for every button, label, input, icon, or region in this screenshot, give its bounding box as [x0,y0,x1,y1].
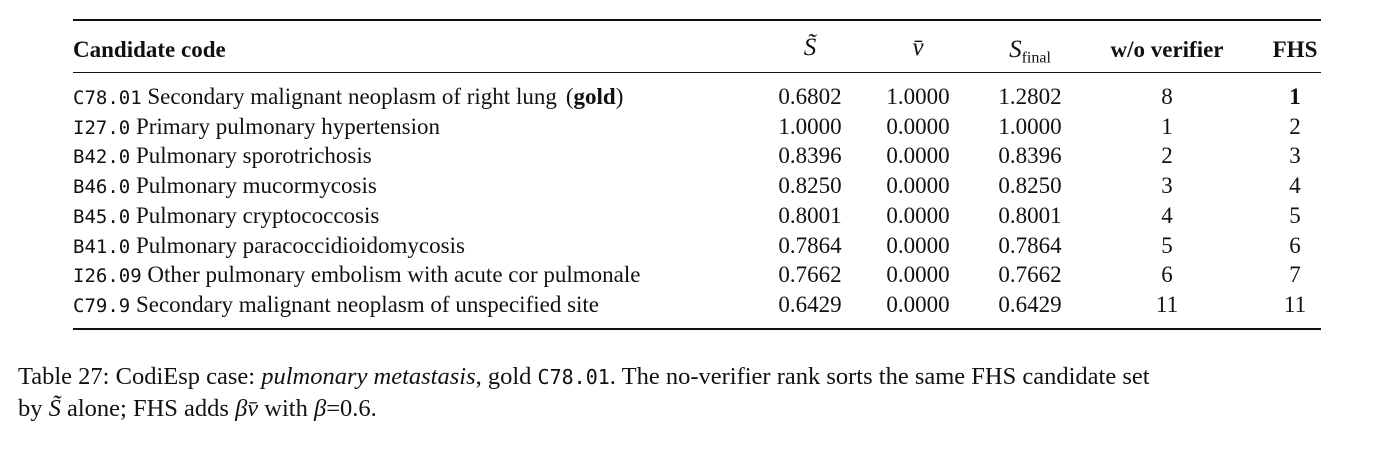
description: Secondary malignant neoplasm of unspecif… [135,291,600,317]
no-verifier-cell: 8 [1161,84,1173,109]
header-v: v̄ [912,34,924,61]
fhs-cell: 1 [1289,84,1301,109]
v-cell: 0.0000 [886,173,950,199]
header-no-verifier: w/o verifier [1110,37,1224,62]
s-cell: 0.7662 [778,262,842,288]
top-rule [73,19,1321,21]
no-verifier-cell: 6 [1161,262,1173,288]
candidate-cell: I26.09 Other pulmonary embolism with acu… [73,261,641,290]
caption-segment: with [258,395,314,422]
v-cell: 1.0000 [886,84,950,109]
caption-segment: pulmonary metastasis [261,363,476,390]
description: Other pulmonary embolism with acute cor … [147,262,641,288]
fhs-cell: 11 [1283,291,1307,317]
header-s-final-base: S [1009,36,1022,63]
fhs-cell: 7 [1289,262,1301,288]
header-s: S̃ [803,34,817,61]
description: Pulmonary paracoccidioidomycosis [135,232,465,258]
s-final-cell: 0.6429 [998,291,1062,317]
header-s-final-sub: final [1021,49,1051,67]
bottom-rule [73,328,1321,330]
candidate-cell: B45.0 Pulmonary cryptococcosis [73,202,379,231]
caption-segment: , gold [475,363,538,390]
caption-segment: C78.01 [537,365,610,389]
no-verifier-cell: 4 [1161,202,1173,228]
candidate-cell: C78.01 Secondary malignant neoplasm of r… [73,83,623,112]
header-fhs: FHS [1272,37,1318,62]
tag-close: ) [615,84,624,109]
no-verifier-cell: 1 [1161,113,1173,139]
candidate-cell: I27.0 Primary pulmonary hypertension [73,113,440,142]
s-cell: 0.8250 [778,173,842,199]
no-verifier-cell: 2 [1161,143,1173,169]
tag-open: ( [565,84,574,109]
fhs-cell: 5 [1289,202,1301,228]
fhs-cell: 3 [1289,143,1301,169]
s-final-cell: 0.7662 [998,262,1062,288]
caption-line: Table 27: CodiEsp case: pulmonary metast… [18,362,1150,392]
s-cell: 0.6802 [778,84,842,109]
candidate-cell: B46.0 Pulmonary mucormycosis [73,172,377,201]
candidate-cell: B42.0 Pulmonary sporotrichosis [73,142,372,171]
mid-rule [73,72,1321,73]
header-code: Candidate code [73,37,226,62]
caption-line: by S̃ alone; FHS adds βv̄ with β=0.6. [18,394,377,424]
s-final-cell: 0.8250 [998,173,1062,199]
s-final-cell: 0.8001 [998,202,1062,228]
code: B42.0 [73,146,131,169]
candidate-cell: C79.9 Secondary malignant neoplasm of un… [73,291,599,320]
description: Secondary malignant neoplasm of right lu… [147,84,557,109]
caption-segment: β [313,395,327,422]
candidate-cell: B41.0 Pulmonary paracoccidioidomycosis [73,232,465,261]
description: Pulmonary sporotrichosis [135,143,372,169]
description: Primary pulmonary hypertension [135,113,441,139]
caption-segment: Table 27: CodiEsp case: [18,363,262,390]
code: I26.09 [73,265,142,288]
v-cell: 0.0000 [886,262,950,288]
code: B41.0 [73,235,131,258]
header-s-final: Sfinal [1009,36,1051,73]
caption-segment: . The no-verifier rank sorts the same FH… [609,363,1150,390]
no-verifier-cell: 5 [1161,232,1173,258]
fhs-cell: 4 [1289,173,1301,199]
code: C79.9 [73,294,131,317]
s-cell: 1.0000 [778,113,842,139]
v-cell: 0.0000 [886,232,950,258]
s-cell: 0.8396 [778,143,842,169]
s-cell: 0.6429 [778,291,842,317]
description: Pulmonary cryptococcosis [135,202,380,228]
v-cell: 0.0000 [886,143,950,169]
code: I27.0 [73,116,131,139]
no-verifier-cell: 11 [1155,291,1179,317]
caption-segment: βv̄ [235,395,259,422]
description: Pulmonary mucormycosis [135,173,377,199]
fhs-cell: 6 [1289,232,1301,258]
s-final-cell: 1.0000 [998,113,1062,139]
no-verifier-cell: 3 [1161,173,1173,199]
v-cell: 0.0000 [886,113,950,139]
code: B46.0 [73,176,131,199]
tag: (gold) [566,84,624,109]
v-cell: 0.0000 [886,202,950,228]
code: B45.0 [73,205,131,228]
code: C78.01 [73,87,142,109]
tag-text: gold [573,84,616,109]
caption-segment: =0.6. [326,395,377,422]
s-final-cell: 0.8396 [998,143,1062,169]
s-cell: 0.8001 [778,202,842,228]
caption-segment: by [18,395,49,422]
v-cell: 0.0000 [886,291,950,317]
s-final-cell: 1.2802 [998,84,1062,109]
caption-segment: alone; FHS adds [60,395,236,422]
fhs-cell: 2 [1289,113,1301,139]
s-cell: 0.7864 [778,232,842,258]
caption-segment: S̃ [48,395,61,422]
s-final-cell: 0.7864 [998,232,1062,258]
